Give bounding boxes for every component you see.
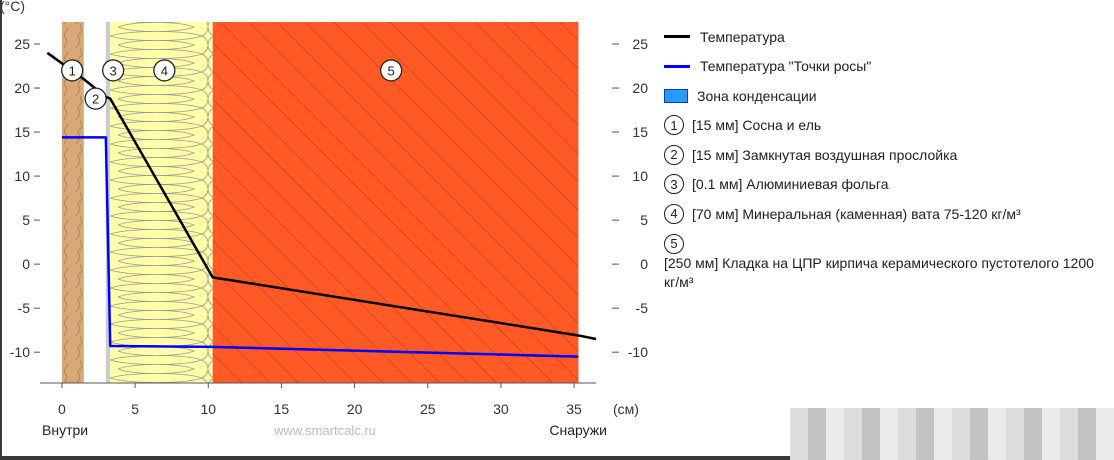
y-tick-label-right: 5	[640, 212, 648, 228]
wall-layer-5	[212, 22, 579, 383]
layer-marker-1	[61, 59, 84, 82]
layer-marker-4	[153, 59, 176, 82]
window-frame-left	[0, 0, 2, 460]
wall-layer-2	[83, 22, 106, 383]
y-tick-label-right: 15	[632, 124, 648, 140]
dew-point-line-swatch	[664, 64, 690, 68]
window-frame-bottom	[0, 456, 790, 460]
layer-number-badge: 3	[664, 174, 684, 195]
blurred-watermark	[790, 408, 1114, 460]
legend-layer-4: 4 [70 мм] Минеральная (каменная) вата 75…	[664, 199, 1104, 229]
chart-legend: Температура Температура "Точки росы" Зон…	[664, 22, 1104, 292]
x-tick-label: 10	[200, 401, 216, 417]
y-tick-label-left: 25	[14, 36, 30, 52]
layer-number-badge: 4	[664, 203, 684, 224]
y-tick-label-left: 15	[14, 124, 30, 140]
y-tick-label-left: 0	[22, 256, 30, 272]
x-unit-label: (см)	[613, 401, 639, 417]
layer-label: [15 мм] Замкнутая воздушная прослойка	[692, 146, 958, 163]
x-tick-label: 15	[274, 401, 290, 417]
y-tick-label-right: 20	[632, 80, 648, 96]
y-tick-label-left: 20	[14, 80, 30, 96]
legend-item-condensation: Зона конденсации	[664, 81, 1104, 111]
outside-label: Снаружи	[549, 422, 607, 438]
legend-item-dew-point: Температура "Точки росы"	[664, 52, 1104, 82]
layer-marker-2	[84, 87, 107, 110]
y-tick-label-right: -10	[628, 344, 648, 360]
legend-layer-1: 1 [15 мм] Сосна и ель	[664, 111, 1104, 141]
layer-marker-label: 3	[110, 63, 117, 78]
inside-label: Внутри	[42, 422, 88, 438]
wall-layer-1	[61, 22, 84, 383]
x-tick-label: 0	[58, 401, 66, 417]
layer-marker-3	[102, 59, 125, 82]
y-tick-label-left: 5	[22, 212, 30, 228]
layer-number-badge: 5	[664, 233, 684, 254]
y-tick-label-left: 10	[14, 168, 30, 184]
watermark-text: www.smartcalc.ru	[273, 423, 376, 438]
layer-label: [70 мм] Минеральная (каменная) вата 75-1…	[692, 205, 1021, 222]
y-unit-label: (°C)	[0, 0, 25, 14]
y-tick-label-right: 0	[640, 256, 648, 272]
layer-marker-label: 1	[69, 63, 76, 78]
x-tick-label: 20	[347, 401, 363, 417]
legend-dew-point-label: Температура "Точки росы"	[700, 58, 872, 75]
x-tick-label: 25	[420, 401, 436, 417]
x-tick-label: 30	[493, 401, 509, 417]
condensation-swatch	[664, 88, 688, 103]
y-tick-label-right: -5	[636, 300, 649, 316]
legend-condensation-label: Зона конденсации	[697, 87, 817, 104]
y-tick-label-left: -5	[18, 300, 31, 316]
legend-temperature-label: Температура	[700, 28, 785, 45]
layer-label: [250 мм] Кладка на ЦПР кирпича керамичес…	[664, 254, 1094, 290]
layer-marker-label: 4	[161, 63, 168, 78]
temperature-line-swatch	[664, 35, 690, 39]
y-tick-label-right: 10	[632, 168, 648, 184]
layer-number-badge: 1	[664, 115, 684, 136]
legend-layer-5: 5 [250 мм] Кладка на ЦПР кирпича керамич…	[664, 229, 1104, 292]
legend-layer-2: 2 [15 мм] Замкнутая воздушная прослойка	[664, 140, 1104, 170]
wall-layer-4	[110, 22, 213, 383]
temperature-line	[46, 51, 597, 341]
layer-marker-label: 2	[92, 92, 99, 107]
x-tick-label: 35	[566, 401, 582, 417]
y-tick-label-right: 25	[632, 36, 648, 52]
x-tick-label: 5	[131, 401, 139, 417]
dew-point-line	[61, 136, 579, 358]
layer-marker-label: 5	[388, 63, 395, 78]
layer-marker-5	[380, 59, 403, 82]
layer-number-badge: 2	[664, 144, 684, 165]
y-tick-label-left: -10	[10, 344, 30, 360]
layer-label: [0.1 мм] Алюминиевая фольга	[692, 176, 889, 193]
layer-label: [15 мм] Сосна и ель	[692, 117, 822, 134]
legend-item-temperature: Температура	[664, 22, 1104, 52]
legend-layer-3: 3 [0.1 мм] Алюминиевая фольга	[664, 170, 1104, 200]
